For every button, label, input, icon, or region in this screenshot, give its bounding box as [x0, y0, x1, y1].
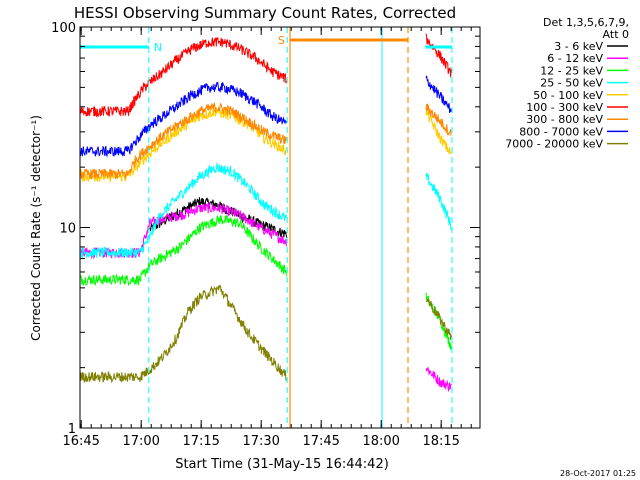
x-tick-label-4: 17:45 — [302, 434, 339, 449]
series-line-5-seg-1 — [425, 33, 452, 78]
y-tick-label-0: 1 — [68, 422, 76, 437]
x-tick-label-2: 17:15 — [182, 434, 219, 449]
x-tick-label-0: 16:45 — [62, 434, 99, 449]
series-line-2-seg-0 — [80, 214, 287, 287]
series-line-7-seg-1 — [425, 75, 452, 114]
chart-title: HESSI Observing Summary Count Rates, Cor… — [74, 4, 456, 22]
night-flag-label: N — [154, 41, 162, 54]
y-tick-label-1: 10 — [59, 222, 76, 237]
series-line-8-seg-1 — [426, 298, 452, 340]
legend-entry-label-4: 50 - 100 keV — [533, 89, 603, 102]
x-axis-label: Start Time (31-May-15 16:44:42) — [175, 457, 389, 472]
series-line-6-seg-1 — [425, 103, 452, 137]
series-line-1-seg-0 — [80, 201, 287, 260]
legend-entry-label-3: 25 - 50 keV — [540, 77, 603, 90]
x-tick-label-5: 18:00 — [362, 434, 399, 449]
series-layer — [80, 33, 452, 393]
legend-entry-label-2: 12 - 25 keV — [540, 64, 603, 77]
legend-header-line-1: Det 1,3,5,6,7,9, — [543, 16, 629, 29]
series-line-3-seg-0 — [80, 162, 287, 259]
series-line-7-seg-0 — [80, 81, 287, 158]
timestamp: 28-Oct-2017 01:25 — [560, 469, 636, 478]
y-tick-label-2: 100 — [51, 21, 76, 36]
y-axis: 1 10 100 — [51, 21, 480, 437]
series-line-8-seg-0 — [80, 284, 287, 384]
legend-entry-label-7: 800 - 7000 keV — [519, 125, 603, 138]
legend-entry-label-5: 100 - 300 keV — [526, 101, 603, 114]
x-axis: 16:45 17:00 17:15 17:30 17:45 18:00 18:15 — [62, 27, 472, 449]
flag-layer — [80, 27, 453, 428]
legend-entry-label-8: 7000 - 20000 keV — [505, 138, 603, 151]
legend-header-line-2: Att 0 — [603, 28, 629, 41]
x-tick-label-1: 17:00 — [122, 434, 159, 449]
series-line-1-seg-1 — [425, 366, 452, 393]
series-line-3-seg-1 — [425, 172, 452, 231]
legend-entry-label-1: 6 - 12 keV — [547, 52, 603, 65]
series-line-6-seg-0 — [80, 102, 287, 180]
x-tick-label-6: 18:15 — [422, 434, 459, 449]
series-line-2-seg-1 — [425, 292, 452, 350]
saa-flag-label: S — [278, 34, 285, 47]
x-tick-label-3: 17:30 — [242, 434, 279, 449]
legend-entry-label-0: 3 - 6 keV — [554, 40, 603, 53]
legend-entry-label-6: 300 - 800 keV — [526, 113, 603, 126]
series-line-5-seg-0 — [80, 36, 287, 118]
y-axis-label: Corrected Count Rate (s⁻¹ detector⁻¹) — [29, 115, 43, 341]
